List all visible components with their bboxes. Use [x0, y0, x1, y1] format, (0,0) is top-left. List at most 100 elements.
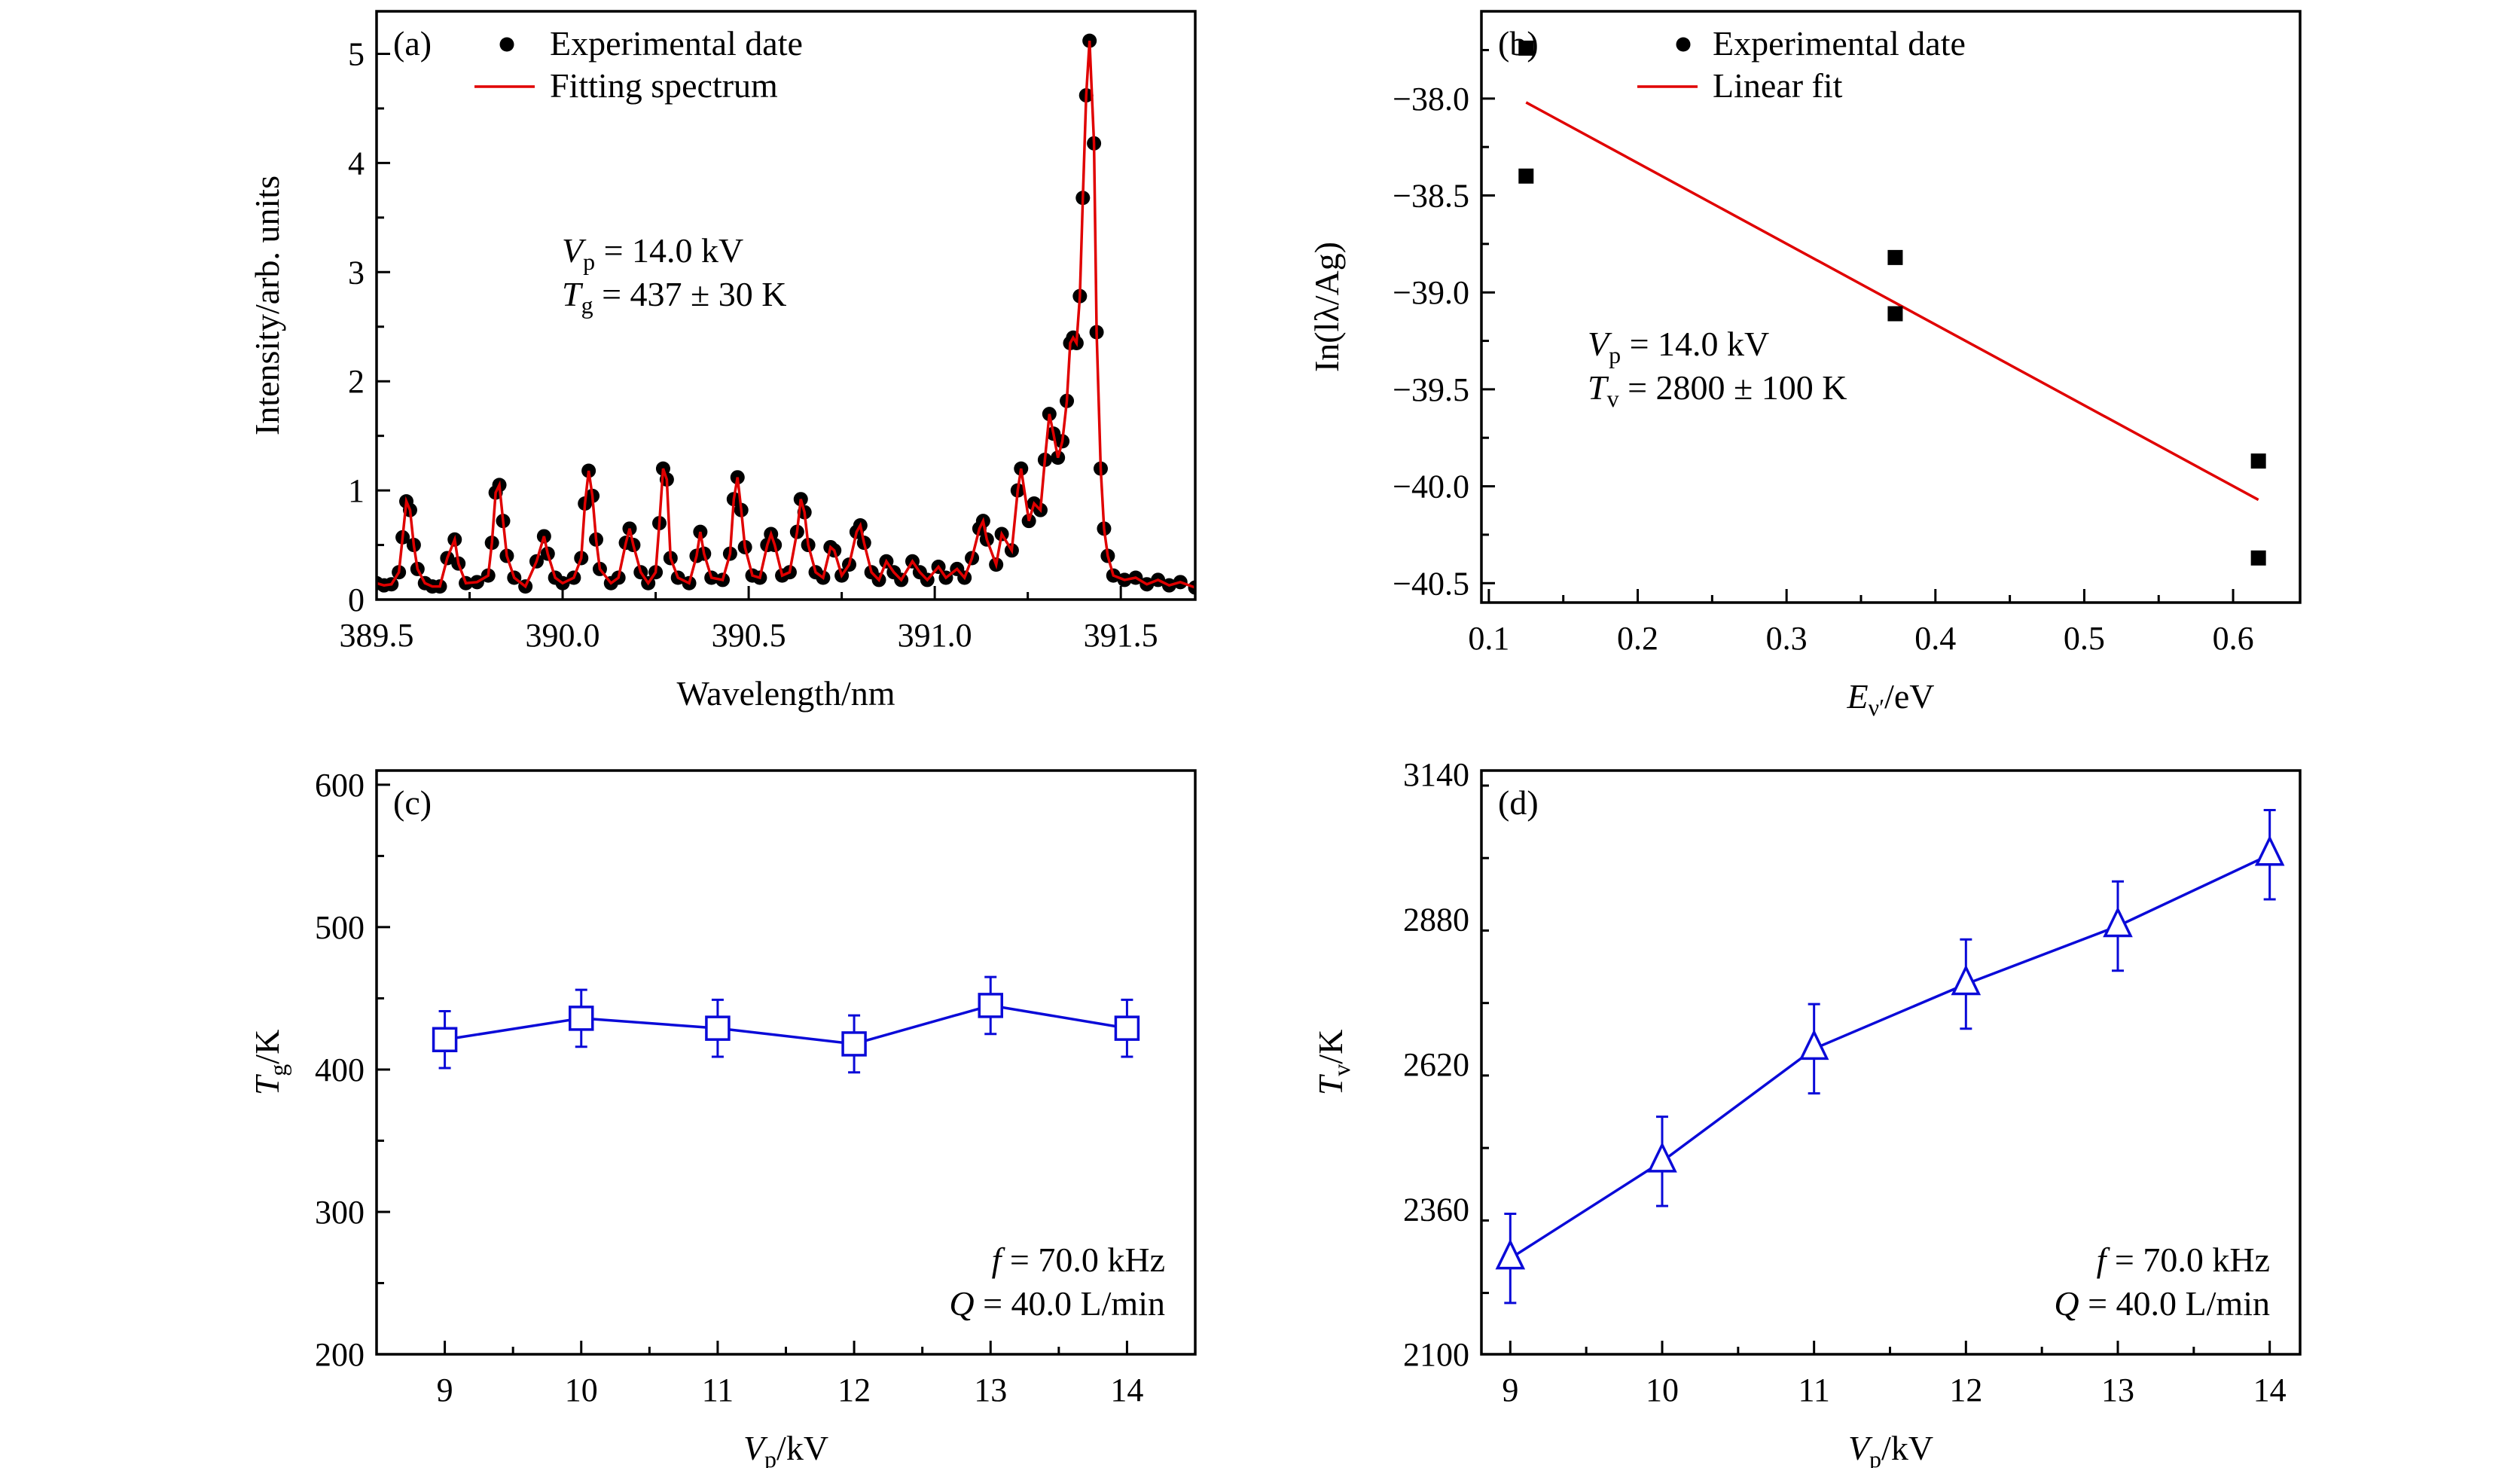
- x-tick-label: 13: [974, 1372, 1007, 1408]
- x-tick-label: 10: [1646, 1372, 1679, 1408]
- y-axis-label: Tv/K: [1311, 1030, 1355, 1096]
- annotation-text-part: T: [562, 275, 584, 313]
- x-axis-label: Wavelength/nm: [676, 674, 895, 713]
- x-axis-label-part: ν′: [1869, 694, 1884, 721]
- y-tick-label: 600: [315, 767, 365, 804]
- x-tick-label: 0.1: [1468, 620, 1509, 657]
- panel-label: (c): [393, 783, 432, 822]
- y-tick-label: −39.0: [1393, 274, 1469, 311]
- x-axis-label-part: V: [1848, 1429, 1873, 1467]
- x-tick-label: 12: [1949, 1372, 1982, 1408]
- data-point: [2250, 550, 2266, 566]
- plot-frame: [375, 769, 1197, 1356]
- annotation-text-part: Q: [2054, 1284, 2079, 1323]
- x-tick-label: 0.3: [1766, 620, 1808, 657]
- annotation-text-part: = 14.0 kV: [1621, 325, 1769, 363]
- annotation-text: f = 70.0 kHz: [2097, 1241, 2270, 1279]
- x-tick-label: 11: [702, 1372, 734, 1408]
- y-tick-label: 5: [348, 36, 365, 73]
- y-tick-label: 500: [315, 909, 365, 946]
- legend-label: Fitting spectrum: [550, 66, 778, 105]
- y-tick-label: 4: [348, 145, 365, 182]
- y-tick-label: 400: [315, 1051, 365, 1088]
- annotation-text-part: p: [583, 248, 595, 275]
- x-tick-label: 14: [2253, 1372, 2287, 1408]
- legend-label: Experimental date: [1713, 24, 1966, 63]
- plot-frame: [1480, 769, 2302, 1356]
- y-axis-label-part: /K: [1311, 1030, 1350, 1064]
- panel-b: 0.1 0.2 0.3 0.4 0.5 0.6 −38.0 −38.5 −39.0 −39.5 −4…: [1307, 10, 2302, 721]
- annotation-text-part: v: [1607, 385, 1619, 412]
- y-tick-label: 3: [348, 254, 365, 291]
- data-point: [432, 1027, 458, 1053]
- x-axis-label-part: p: [1869, 1445, 1881, 1468]
- x-tick-label: 9: [1502, 1372, 1518, 1408]
- data-point: [569, 1006, 594, 1031]
- x-tick-label: 390.5: [712, 617, 786, 654]
- data-point: [1518, 168, 1534, 184]
- annotation-text-part: = 70.0 kHz: [2106, 1241, 2270, 1279]
- x-axis-label-part: p: [764, 1445, 776, 1468]
- y-axis-label-part: g: [264, 1064, 291, 1076]
- annotation-text: Q = 40.0 L/min: [949, 1284, 1165, 1323]
- x-axis-label-part: /kV: [776, 1429, 828, 1467]
- y-axis-label-part: T: [1311, 1073, 1350, 1095]
- legend-marker-dot: [1676, 37, 1691, 52]
- series-line: [1509, 853, 2271, 1260]
- plot-area: [1495, 809, 2285, 1305]
- data-point: [1887, 249, 1903, 265]
- x-tick-label: 390.0: [526, 617, 600, 654]
- y-tick-label: 2: [348, 363, 365, 400]
- panel-label: (a): [393, 24, 432, 63]
- x-tick-label: 389.5: [340, 617, 414, 654]
- legend-label: Linear fit: [1713, 66, 1843, 105]
- plot-frame: [1480, 10, 2302, 604]
- x-tick-label: 391.0: [898, 617, 972, 654]
- y-tick-label: 3140: [1403, 756, 1469, 793]
- y-axis-label-part: T: [248, 1073, 286, 1095]
- x-axis-label: Eν′/eV: [1847, 677, 1935, 721]
- y-axis-label-part: v: [1328, 1064, 1355, 1076]
- y-tick-label: 2880: [1403, 902, 1469, 938]
- y-axis-label: Tg/K: [248, 1030, 291, 1096]
- x-axis-label-part: V: [743, 1429, 768, 1467]
- linear-fit-line: [1525, 101, 2259, 502]
- annotation-text-part: = 14.0 kV: [595, 231, 743, 270]
- data-point: [1798, 1029, 1829, 1061]
- annotation-text-part: = 437 ± 30 K: [593, 275, 787, 313]
- annotation-text: Vp = 14.0 kV: [562, 231, 743, 275]
- annotation-text-part: = 40.0 L/min: [2079, 1284, 2270, 1323]
- x-tick-label: 14: [1110, 1372, 1143, 1408]
- panel-a: 389.5 390.0 390.5 391.0 391.5 0 1 2 3 4 5 Wavelengt…: [248, 10, 1197, 713]
- data-point: [2254, 835, 2285, 866]
- x-tick-label: 0.4: [1914, 620, 1956, 657]
- data-point: [978, 993, 1003, 1018]
- panel-label: (b): [1498, 24, 1539, 63]
- plot-frame: [375, 10, 1197, 601]
- x-axis-label-part: E: [1847, 677, 1869, 716]
- plot-area: [1518, 40, 2266, 566]
- y-tick-label: 0: [348, 581, 365, 618]
- annotation-text-part: g: [581, 291, 593, 319]
- x-axis-label-part: /eV: [1884, 677, 1934, 716]
- y-tick-label: 1: [348, 472, 365, 509]
- x-tick-label: 11: [1798, 1372, 1829, 1408]
- series-line: [444, 1004, 1127, 1045]
- panel-label: (d): [1498, 783, 1539, 822]
- x-tick-label: 10: [565, 1372, 598, 1408]
- x-tick-label: 13: [2101, 1372, 2134, 1408]
- fit-line: [377, 41, 1195, 589]
- panel-d: 9 10 11 12 13 14 2100 2360 2620 2880 3140 Vp/kV Tv/K…: [1311, 756, 2302, 1468]
- x-tick-label: 0.2: [1617, 620, 1658, 657]
- annotation-text-part: Q: [949, 1284, 974, 1323]
- y-tick-label: −38.0: [1393, 81, 1469, 118]
- y-axis-label-part: /K: [248, 1030, 286, 1064]
- annotation-text-part: = 2800 ± 100 K: [1619, 368, 1847, 407]
- data-point: [1951, 964, 1982, 996]
- x-tick-label: 9: [437, 1372, 453, 1408]
- data-point: [1518, 40, 1534, 56]
- annotation-text-part: T: [1588, 368, 1609, 407]
- annotation-text-part: = 70.0 kHz: [1001, 1241, 1165, 1279]
- annotation-text-part: p: [1609, 341, 1621, 368]
